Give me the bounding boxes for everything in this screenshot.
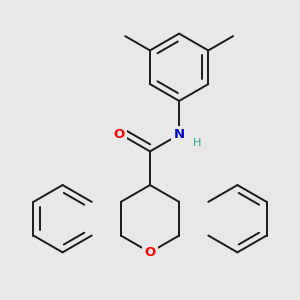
Text: N: N xyxy=(174,128,185,141)
Text: H: H xyxy=(193,138,202,148)
Text: O: O xyxy=(144,246,156,259)
Text: O: O xyxy=(114,128,125,141)
